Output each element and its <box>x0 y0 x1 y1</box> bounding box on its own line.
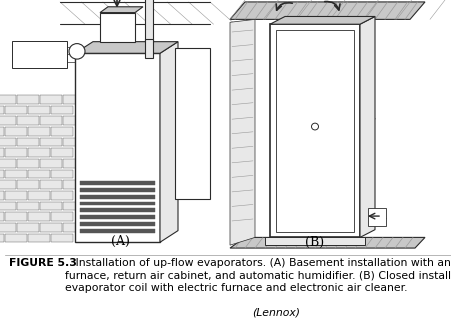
Bar <box>5 212 27 221</box>
Bar <box>17 159 39 168</box>
Bar <box>0 116 16 125</box>
Bar <box>51 234 73 242</box>
Bar <box>28 148 50 157</box>
Bar <box>0 127 4 136</box>
Text: (Lennox): (Lennox) <box>252 308 300 318</box>
Bar <box>28 191 50 200</box>
Bar <box>63 223 85 232</box>
Bar <box>40 202 62 210</box>
Bar <box>0 138 16 146</box>
Bar <box>80 181 155 185</box>
Bar <box>175 48 210 199</box>
Bar <box>5 170 27 178</box>
Polygon shape <box>360 16 375 237</box>
Bar <box>0 148 4 157</box>
Text: FIGURE 5.3: FIGURE 5.3 <box>9 258 77 268</box>
Circle shape <box>312 123 318 130</box>
Bar <box>80 208 155 212</box>
Bar <box>28 212 50 221</box>
Bar <box>0 159 16 168</box>
Bar <box>0 170 4 178</box>
Bar <box>100 13 135 42</box>
Bar <box>270 24 360 237</box>
Bar <box>80 202 155 205</box>
Text: (B): (B) <box>305 236 325 249</box>
Bar <box>40 180 62 189</box>
Bar <box>0 234 4 242</box>
Polygon shape <box>230 2 425 19</box>
Bar <box>51 148 73 157</box>
Bar <box>17 95 39 104</box>
Polygon shape <box>75 42 178 53</box>
Bar <box>12 41 67 68</box>
Bar <box>265 237 365 245</box>
Bar <box>5 234 27 242</box>
Bar <box>51 212 73 221</box>
Bar <box>0 95 16 104</box>
Bar <box>63 202 85 210</box>
Bar <box>40 95 62 104</box>
Bar <box>80 195 155 199</box>
Bar <box>145 39 153 58</box>
Bar <box>51 127 73 136</box>
Polygon shape <box>230 237 425 248</box>
Bar <box>28 127 50 136</box>
Bar <box>63 180 85 189</box>
Bar <box>17 223 39 232</box>
Bar <box>51 191 73 200</box>
Bar <box>276 30 354 232</box>
Text: (A): (A) <box>110 235 129 248</box>
Bar <box>0 202 16 210</box>
Bar <box>28 106 50 114</box>
Bar <box>80 188 155 192</box>
Bar <box>51 170 73 178</box>
Bar <box>80 215 155 219</box>
Bar <box>40 116 62 125</box>
Circle shape <box>69 44 85 59</box>
Polygon shape <box>160 42 178 242</box>
Polygon shape <box>270 16 375 24</box>
Bar <box>28 234 50 242</box>
Bar <box>75 53 160 242</box>
Bar <box>5 148 27 157</box>
Bar <box>5 191 27 200</box>
Bar <box>5 106 27 114</box>
Bar <box>145 0 153 42</box>
Bar <box>0 212 4 221</box>
Bar <box>80 229 155 233</box>
Bar <box>63 159 85 168</box>
Bar <box>63 138 85 146</box>
Bar <box>5 127 27 136</box>
Bar <box>63 116 85 125</box>
Bar <box>17 180 39 189</box>
Polygon shape <box>100 7 143 13</box>
Bar <box>17 138 39 146</box>
Bar <box>0 191 4 200</box>
Bar <box>51 106 73 114</box>
Bar <box>0 180 16 189</box>
Bar <box>0 106 4 114</box>
Bar <box>28 170 50 178</box>
Polygon shape <box>230 19 255 245</box>
Bar <box>0 223 16 232</box>
Bar <box>40 138 62 146</box>
Bar <box>80 222 155 226</box>
Bar <box>40 223 62 232</box>
Bar <box>17 202 39 210</box>
Bar <box>63 95 85 104</box>
Bar <box>368 208 386 226</box>
Text: Installation of up-flow evaporators. (A) Basement installation with an oil
furna: Installation of up-flow evaporators. (A)… <box>65 258 451 293</box>
Bar <box>17 116 39 125</box>
Bar <box>40 159 62 168</box>
